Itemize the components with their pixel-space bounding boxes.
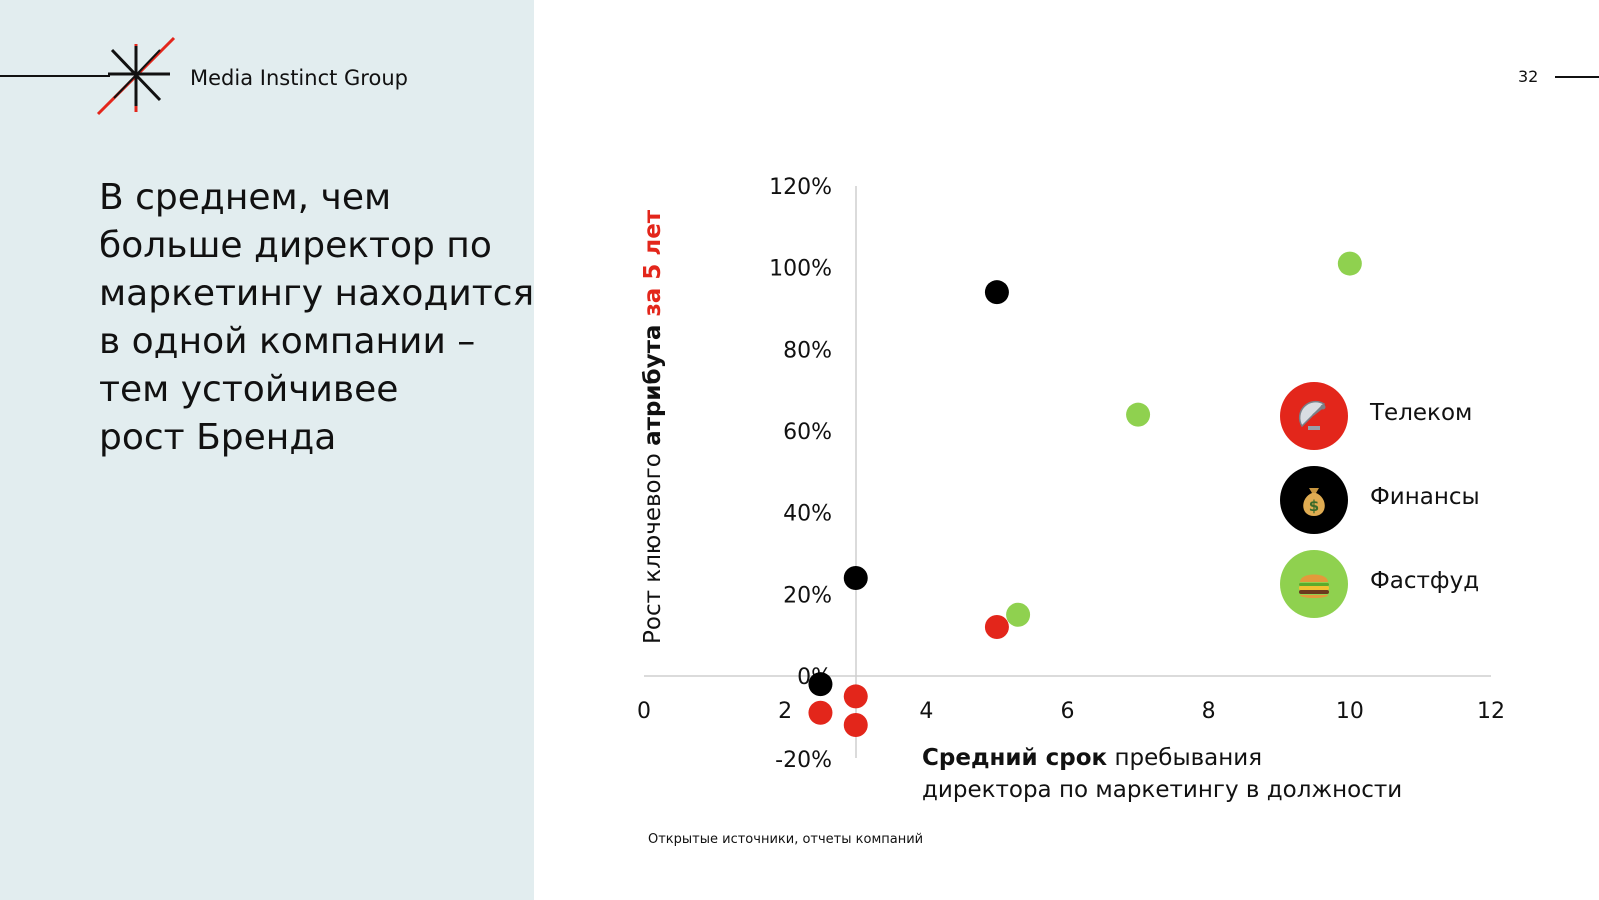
data-point-finance [808,672,833,697]
x-tick-label: 0 [637,699,651,724]
x-tick-label: 4 [919,699,933,724]
burger-icon [1280,550,1348,618]
y-axis-title-part3: за 5 лет [640,209,666,325]
x-axis-title-bold: Средний срок [922,745,1108,771]
y-axis-title: Рост ключевого атрибута за 5 лет [640,210,666,644]
data-point-telecom [843,684,868,709]
y-axis-title-part1: Рост ключевого [640,445,666,644]
y-tick-label: 100% [769,257,832,282]
page-divider-line [1555,76,1599,78]
satellite-dish-glyph [1298,400,1326,430]
x-tick-label: 2 [778,699,792,724]
headline-line: в одной компании – [99,321,476,362]
headline-line: тем устойчивее [99,369,399,410]
source-note: Открытые источники, отчеты компаний [648,832,924,847]
headline-line: рост Бренда [99,417,337,458]
headline-line: больше директор по [99,225,492,266]
data-point-finance [984,280,1009,305]
svg-text:$: $ [1309,497,1319,515]
y-tick-label: -20% [775,748,832,773]
x-tick-label: 8 [1202,699,1216,724]
satellite-dish-icon [1280,382,1348,450]
x-axis-title-line1: Средний срок пребывания [922,742,1402,774]
data-point-telecom [984,615,1009,639]
x-axis-title: Средний срок пребывания директора по мар… [922,742,1402,806]
y-tick-label: 20% [783,583,832,608]
asterisk-star-logo [96,36,176,116]
x-axis-title-rest: пребывания [1107,745,1263,771]
legend-item-finance: $ Финансы [1280,466,1520,534]
page-number: 32 [1518,67,1539,86]
data-point-fastfood [1337,251,1362,276]
y-tick-label: 80% [783,338,832,363]
y-tick-label: 40% [783,502,832,527]
money-bag-glyph: $ [1303,488,1325,516]
x-tick-label: 6 [1061,699,1075,724]
data-point-fastfood [1006,602,1031,627]
brand-divider-line [0,75,110,77]
y-tick-label: 60% [783,420,832,445]
money-bag-icon: $ [1280,466,1348,534]
data-point-fastfood [1126,402,1151,427]
legend-label: Фастфуд [1370,568,1480,594]
headline: В среднем, чем больше директор по маркет… [99,174,535,462]
legend-label: Финансы [1370,484,1480,510]
legend-item-fastfood: Фастфуд [1280,550,1520,618]
brand-name: Media Instinct Group [190,66,408,90]
headline-line: маркетингу находится [99,273,535,314]
data-point-telecom [808,700,833,725]
headline-line: В среднем, чем [99,177,392,218]
y-tick-label: 120% [769,175,832,200]
left-panel [0,0,534,900]
legend-label: Телеком [1370,400,1473,426]
data-point-finance [843,566,868,590]
x-tick-label: 12 [1477,699,1505,724]
burger-glyph [1299,574,1329,598]
data-point-telecom [843,713,868,737]
y-axis-title-part2: атрибута [640,324,666,446]
legend-item-telecom: Телеком [1280,382,1520,450]
x-axis-title-line2: директора по маркетингу в должности [922,777,1403,803]
x-tick-label: 10 [1336,699,1364,724]
